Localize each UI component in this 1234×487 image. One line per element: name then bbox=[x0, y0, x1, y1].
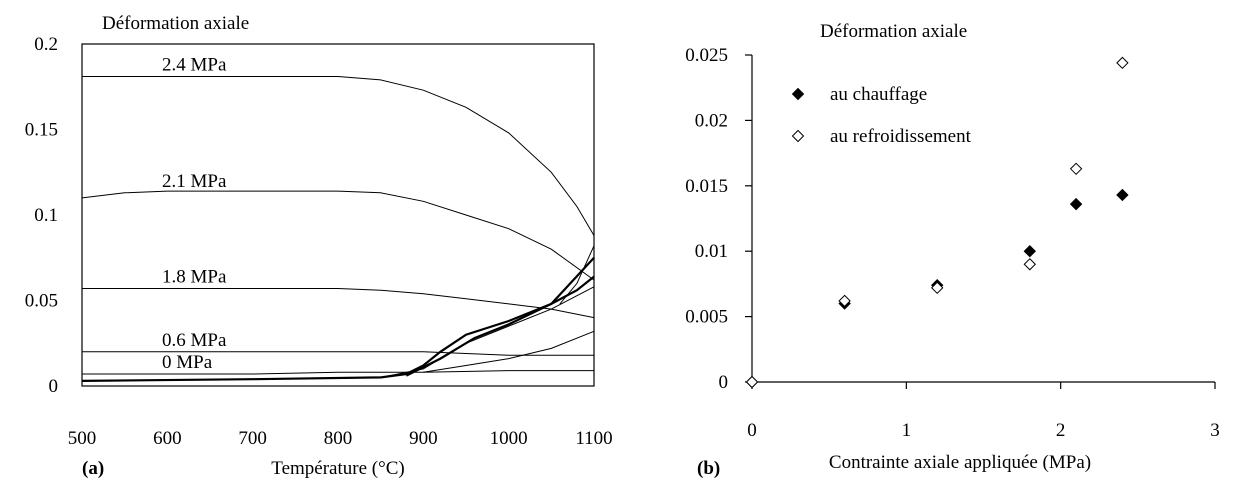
plot-b-y-tick-label: 0.01 bbox=[695, 241, 728, 262]
plot-b-x-tick-label: 1 bbox=[902, 420, 912, 441]
plot-a-series-line bbox=[82, 370, 594, 375]
plot-b-point-cooling bbox=[1069, 162, 1083, 176]
plot-a-x-tick-label: 500 bbox=[68, 428, 97, 449]
plot-b-x-tick-label: 0 bbox=[747, 420, 757, 441]
plot-b-point-cooling bbox=[1116, 56, 1129, 70]
plot-b-point-cooling bbox=[930, 281, 944, 295]
plot-b-point-heating bbox=[1116, 188, 1129, 202]
plot-a-series-line bbox=[81, 190, 595, 281]
plot-a-series-line bbox=[559, 245, 595, 305]
plot-b-x-label: Contrainte axiale appliquée (MPa) bbox=[829, 452, 1091, 473]
plot-a-series-line bbox=[423, 330, 595, 373]
plot-b-panel-label: (b) bbox=[697, 458, 720, 479]
plot-b-y-tick-label: 0.02 bbox=[695, 110, 728, 131]
plot-b-y-tick-label: 0.025 bbox=[685, 45, 728, 66]
plot-b-x-tick-label: 3 bbox=[1210, 420, 1220, 441]
plot-a-series-label: 2.1 MPa bbox=[162, 171, 227, 192]
plot-a-series-label: 0 MPa bbox=[162, 352, 213, 373]
plot-a-title: Déformation axiale bbox=[102, 13, 249, 34]
plot-b-legend-marker bbox=[791, 87, 805, 101]
plot-a-y-tick-label: 0.2 bbox=[34, 34, 58, 55]
plot-a-x-tick-label: 900 bbox=[409, 428, 438, 449]
plot-a-y-tick-label: 0.1 bbox=[34, 205, 58, 226]
plot-b-legend-entry: au refroidissement bbox=[830, 126, 972, 147]
panel-b: 0 0.005 0.01 0.015 0.02 0.025 0 1 2 3 au chauffa… bbox=[685, 21, 1220, 479]
plot-a-x-tick-label: 800 bbox=[324, 428, 353, 449]
plot-a-panel-label: (a) bbox=[82, 458, 104, 479]
plot-a-series-line bbox=[405, 257, 595, 377]
plot-a-series-label: 2.4 MPa bbox=[162, 54, 227, 75]
plot-a-x-tick-label: 600 bbox=[153, 428, 182, 449]
plot-a-series-line bbox=[82, 288, 595, 319]
plot-b-point-cooling bbox=[838, 294, 851, 308]
plot-b-title: Déformation axiale bbox=[820, 21, 967, 42]
plot-a-series-line bbox=[82, 76, 595, 236]
plot-b-legend-marker bbox=[791, 129, 805, 143]
plot-b-legend: au chauffage au refroidissement bbox=[791, 84, 972, 147]
plot-b-x-axis: 0 1 2 3 bbox=[747, 382, 1220, 441]
plot-a-x-axis: 500 600 700 800 900 1000 1100 bbox=[68, 428, 613, 449]
plot-a-series-label: 0.6 MPa bbox=[162, 330, 227, 351]
plot-a-x-tick-label: 1000 bbox=[490, 428, 528, 449]
plot-a-x-tick-label: 1100 bbox=[575, 428, 612, 449]
plot-a-x-label: Température (°C) bbox=[271, 458, 404, 479]
plot-a-y-tick-label: 0 bbox=[49, 376, 59, 397]
plot-b-point-heating bbox=[1023, 244, 1037, 258]
plot-a-series-line bbox=[82, 351, 594, 356]
plot-b-point-cooling bbox=[1023, 258, 1037, 271]
plot-b-y-tick-label: 0.005 bbox=[685, 307, 728, 328]
plot-a-y-axis: 0 0.05 0.1 0.15 0.2 bbox=[25, 34, 58, 397]
plot-b-y-axis: 0 0.005 0.01 0.015 0.02 0.025 bbox=[685, 45, 752, 393]
plot-a-y-tick-label: 0.15 bbox=[25, 120, 58, 141]
plot-b-y-tick-label: 0 bbox=[719, 372, 729, 393]
plot-b-series bbox=[745, 56, 1129, 389]
plot-a-x-tick-label: 700 bbox=[238, 428, 267, 449]
plot-b-point-heating bbox=[1069, 197, 1083, 211]
plot-a-series-line bbox=[81, 275, 595, 382]
plot-b-legend-entry: au chauffage bbox=[830, 84, 927, 105]
plot-b-y-tick-label: 0.015 bbox=[685, 176, 728, 197]
plot-a-y-tick-label: 0.05 bbox=[25, 291, 58, 312]
plot-a-frame bbox=[81, 43, 595, 387]
plot-a-series-label: 1.8 MPa bbox=[162, 267, 227, 288]
plot-b-point-cooling bbox=[745, 375, 759, 389]
plot-a-series bbox=[81, 76, 595, 382]
plot-b-x-tick-label: 2 bbox=[1056, 420, 1066, 441]
panel-a: 00.050.10.150.2 500 600 700 800 900 1000 1100 … bbox=[25, 13, 613, 479]
